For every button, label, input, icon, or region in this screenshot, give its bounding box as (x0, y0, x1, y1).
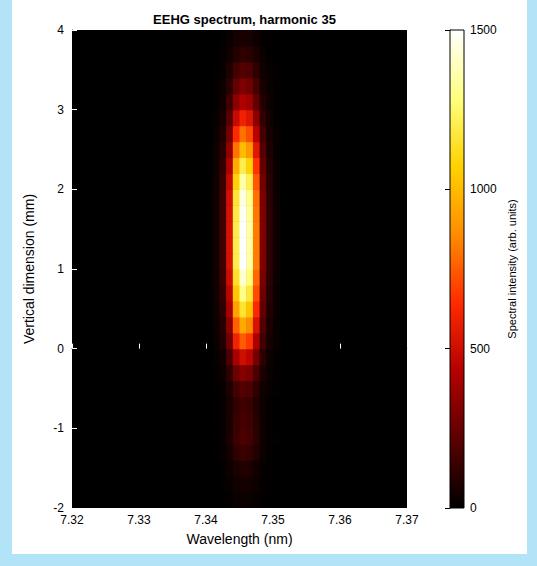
svg-text:1: 1 (57, 262, 64, 276)
svg-text:0: 0 (57, 342, 64, 356)
svg-text:7.35: 7.35 (261, 513, 285, 527)
svg-text:Spectral intensity (arb. units: Spectral intensity (arb. units) (506, 199, 518, 338)
svg-text:500: 500 (470, 342, 490, 356)
svg-text:Wavelength (nm): Wavelength (nm) (186, 531, 292, 547)
svg-text:3: 3 (57, 103, 64, 117)
svg-text:2: 2 (57, 182, 64, 196)
svg-text:4: 4 (57, 23, 64, 37)
svg-text:7.37: 7.37 (395, 513, 419, 527)
svg-text:Vertical dimension (mm): Vertical dimension (mm) (21, 194, 37, 344)
svg-text:7.32: 7.32 (60, 513, 84, 527)
svg-text:1500: 1500 (470, 23, 497, 37)
svg-text:7.33: 7.33 (127, 513, 151, 527)
svg-text:7.34: 7.34 (194, 513, 218, 527)
svg-text:0: 0 (470, 501, 477, 515)
svg-text:1000: 1000 (470, 182, 497, 196)
svg-text:7.36: 7.36 (328, 513, 352, 527)
svg-text:-1: -1 (53, 421, 64, 435)
svg-text:-2: -2 (53, 501, 64, 515)
svg-text:EEHG spectrum, harmonic 35: EEHG spectrum, harmonic 35 (153, 12, 336, 27)
